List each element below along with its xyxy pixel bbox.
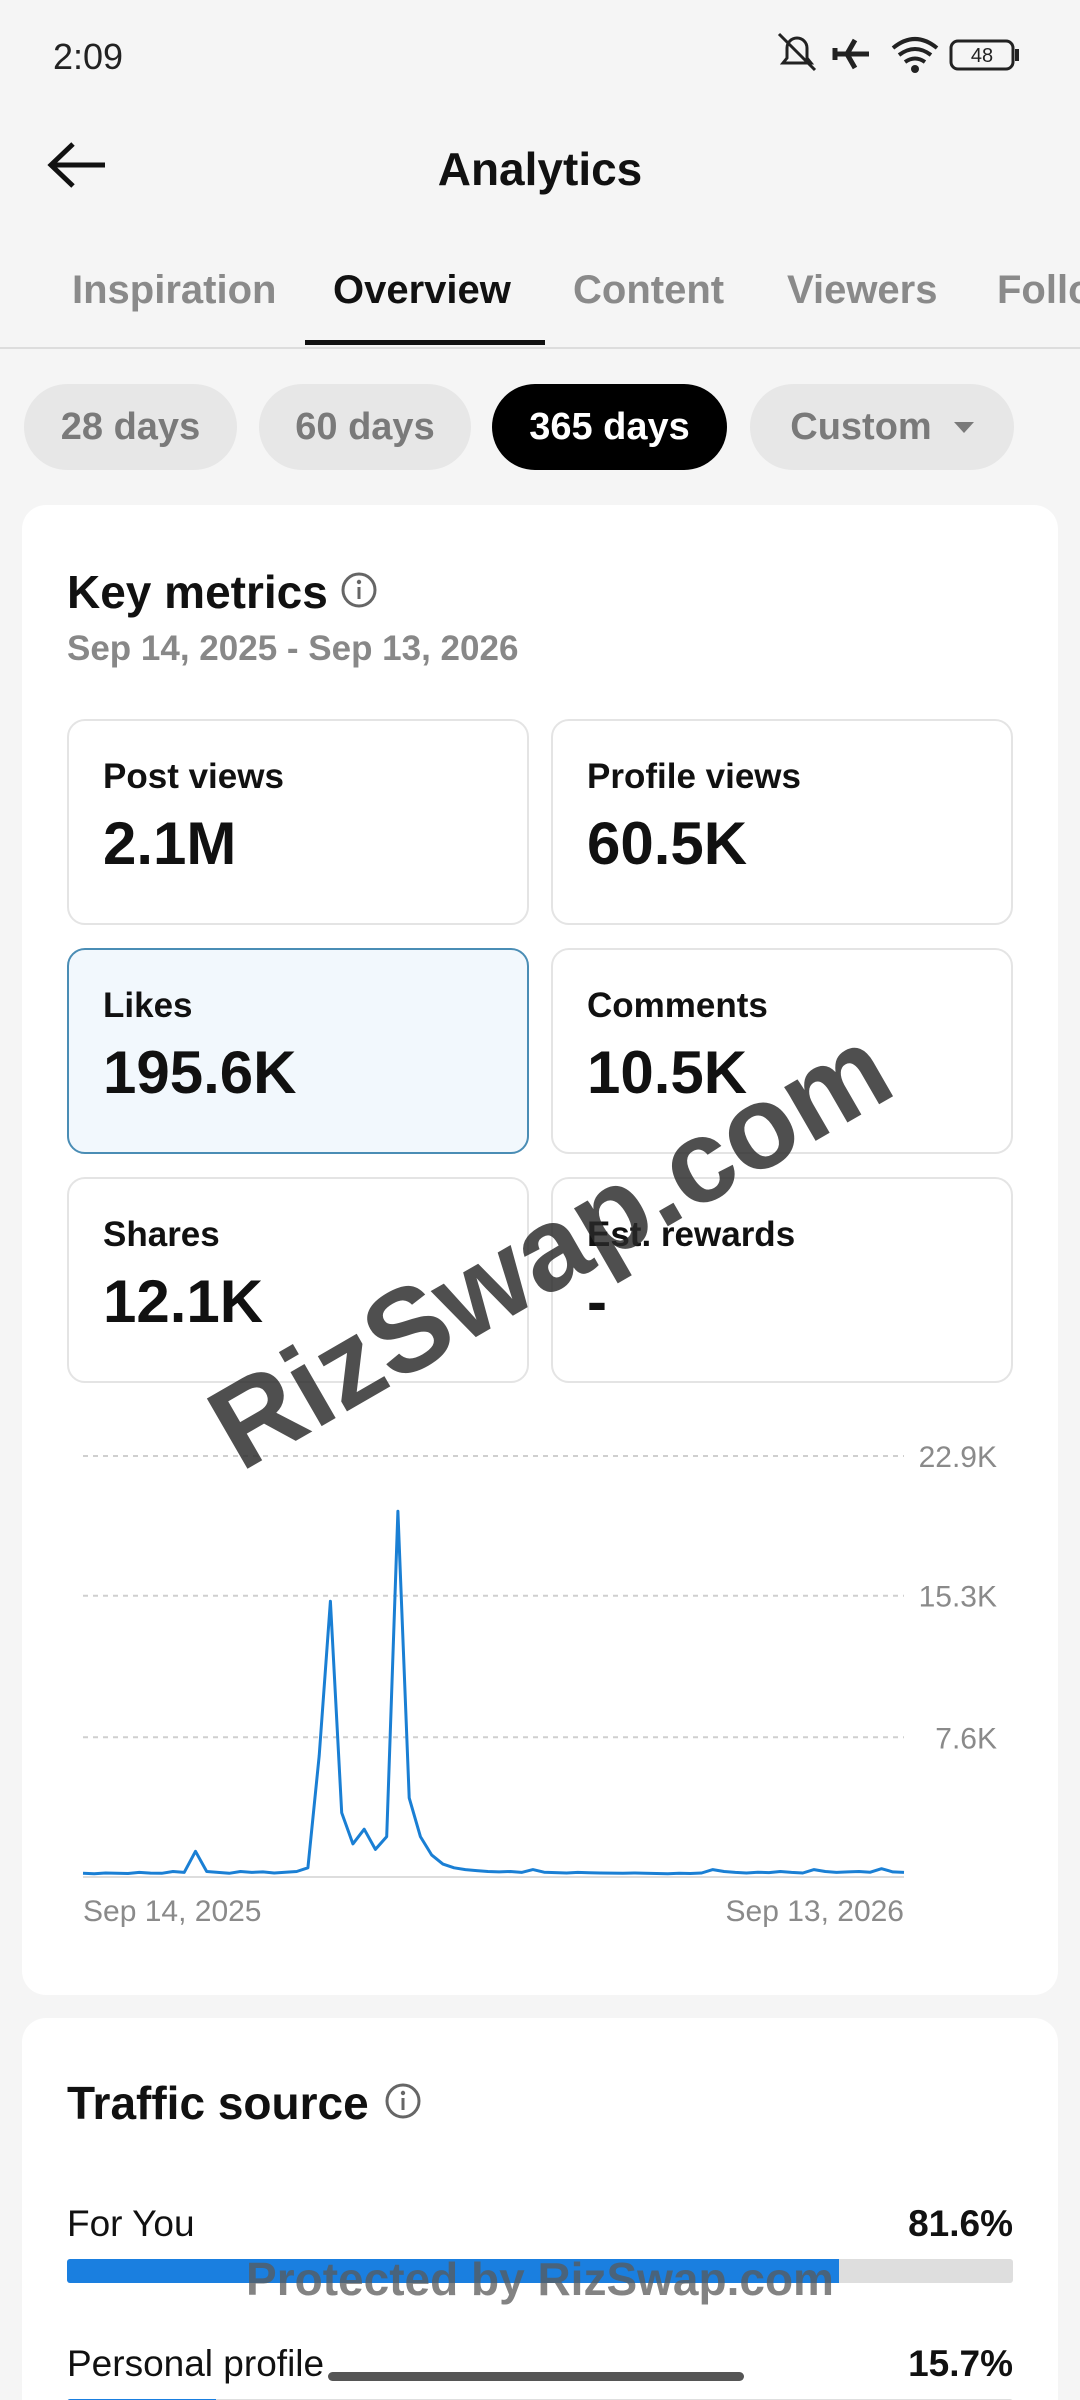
metric-value: 10.5K (587, 1039, 748, 1106)
tab[interactable]: Overview (333, 268, 511, 312)
metric-card[interactable]: Likes 195.6K (67, 948, 529, 1154)
info-icon[interactable] (384, 2082, 424, 2122)
metric-label: Profile views (587, 757, 801, 796)
metric-label: Likes (103, 986, 193, 1025)
range-label: 365 days (529, 405, 690, 448)
metric-value: 60.5K (587, 810, 748, 877)
dropdown-arrow (953, 421, 974, 433)
card-title: Key metrics (67, 566, 328, 618)
card-title: Traffic source (67, 2077, 369, 2129)
range-label: 60 days (295, 405, 435, 448)
home-indicator (328, 2372, 744, 2381)
range-pill[interactable]: 60 days (259, 384, 471, 470)
metric-card[interactable]: Comments 10.5K (551, 948, 1013, 1154)
source-value: 81.6% (908, 2203, 1013, 2244)
status-time: 2:09 (53, 36, 124, 77)
tab[interactable]: Inspiration (72, 268, 277, 312)
info-icon[interactable] (340, 571, 380, 611)
page-title: Analytics (437, 143, 643, 195)
status-icons: 48 (777, 32, 1019, 73)
metric-card[interactable]: Shares 12.1K (67, 1177, 529, 1383)
metric-card[interactable]: Est. rewards - (551, 1177, 1013, 1383)
metric-label: Est. rewards (587, 1215, 796, 1254)
metric-value: 12.1K (103, 1268, 264, 1335)
metric-label: Shares (103, 1215, 220, 1254)
tab[interactable]: Content (573, 268, 725, 312)
divider (0, 347, 1080, 349)
range-pill[interactable]: Custom (750, 384, 1014, 470)
metric-value: 2.1M (103, 810, 237, 877)
tab-indicator (305, 340, 545, 345)
battery-level: 48 (971, 45, 993, 67)
watermark: Protected by RizSwap.com (246, 2253, 834, 2305)
source-name: Personal profile (67, 2343, 325, 2384)
metric-label: Comments (587, 986, 768, 1025)
metric-card[interactable]: Profile views 60.5K (551, 719, 1013, 925)
tab[interactable]: Followers (997, 268, 1080, 312)
source-value: 15.7% (908, 2343, 1013, 2384)
date-range: Sep 14, 2025 - Sep 13, 2026 (67, 629, 519, 668)
progress-track (67, 2259, 1013, 2283)
range-label: 28 days (60, 405, 201, 448)
progress-bar (67, 2259, 839, 2283)
source-name: For You (67, 2203, 195, 2244)
tab[interactable]: Viewers (787, 268, 938, 312)
metric-value: - (587, 1268, 607, 1335)
traffic-card: Traffic source For You 81.6% Personal prof… (22, 2018, 1058, 2400)
range-label: Custom (790, 405, 932, 448)
back-button[interactable] (45, 140, 111, 190)
range-pill[interactable]: 28 days (24, 384, 237, 470)
metric-card[interactable]: Post views 2.1M (67, 719, 529, 925)
range-pill[interactable]: 365 days (492, 384, 727, 470)
metric-label: Post views (103, 757, 284, 796)
metric-value: 195.6K (103, 1039, 297, 1106)
